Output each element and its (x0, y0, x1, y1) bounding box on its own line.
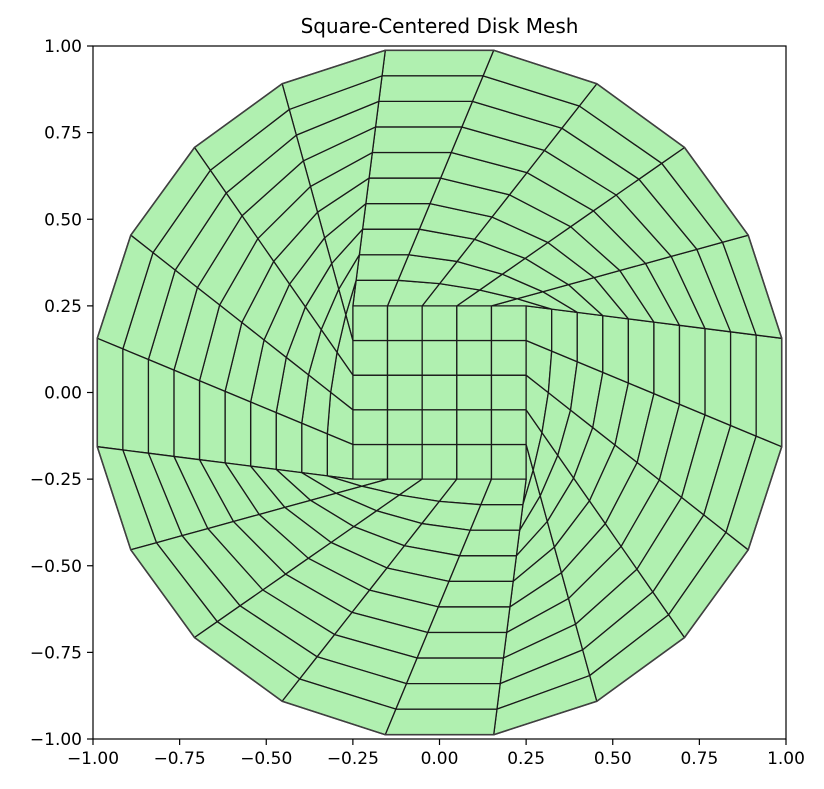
mesh-cell (381, 49, 495, 77)
mesh-cell (352, 443, 389, 480)
mesh-cell (147, 358, 175, 458)
mesh-cell (386, 443, 423, 480)
mesh-cell (173, 369, 201, 461)
mesh-cell (405, 657, 505, 685)
mesh-cell (421, 409, 458, 446)
mesh-cell (602, 314, 630, 384)
y-tick-label: 0.00 (44, 384, 82, 404)
mesh-cell (275, 411, 303, 474)
mesh-cell (352, 374, 389, 411)
mesh-cell (627, 318, 655, 395)
mesh-cell (352, 339, 389, 376)
mesh-cell (448, 555, 518, 583)
mesh-cell (361, 202, 431, 230)
mesh-cell (374, 100, 474, 128)
mesh-cell (490, 339, 527, 376)
mesh-cell (122, 348, 150, 454)
mesh-cell (386, 305, 423, 342)
y-tick-label: −0.25 (30, 470, 82, 490)
mesh-cell (678, 324, 706, 416)
x-tick-label: −0.75 (154, 749, 206, 769)
mesh-cell (729, 331, 757, 437)
x-tick-label: 0.75 (680, 749, 718, 769)
mesh-cell (576, 311, 604, 374)
y-tick-label: −0.75 (30, 643, 82, 663)
mesh-cell (416, 631, 508, 659)
mesh-cell (96, 337, 124, 451)
y-tick-label: −1.00 (30, 730, 82, 750)
x-tick-label: 0.00 (421, 749, 459, 769)
mesh-cell (653, 321, 681, 405)
mesh-cell (352, 305, 389, 342)
mesh-cells (96, 49, 783, 736)
mesh-cell (371, 126, 463, 154)
mesh-cell (456, 409, 493, 446)
x-tick-label: 0.50 (594, 749, 632, 769)
mesh-cell (395, 682, 501, 710)
y-tick-label: 0.25 (44, 297, 82, 317)
mesh-cell (378, 75, 484, 103)
mesh-cell (456, 443, 493, 480)
mesh-cell (386, 409, 423, 446)
disk-outline (96, 49, 783, 736)
x-tick-label: −1.00 (67, 749, 119, 769)
mesh-cell (490, 374, 527, 411)
x-tick-label: −0.25 (327, 749, 379, 769)
mesh-cell (456, 305, 493, 342)
mesh-cell (358, 228, 421, 256)
x-axis-ticks: −1.00 −0.75 −0.50 −0.25 0.00 0.25 0.50 0.75 1.00 (67, 739, 805, 769)
mesh-cell (490, 305, 527, 342)
mesh-cell (352, 409, 389, 446)
mesh-cell (421, 374, 458, 411)
mesh-cell (421, 305, 458, 342)
mesh-cell (386, 374, 423, 411)
mesh-cell (490, 409, 527, 446)
y-tick-label: 1.00 (44, 37, 82, 57)
mesh-cell (365, 177, 442, 205)
mesh-cell (421, 339, 458, 376)
mesh-cell (456, 339, 493, 376)
chart-title: Square-Centered Disk Mesh (301, 14, 579, 38)
y-tick-label: 0.75 (44, 124, 82, 144)
mesh-cell (427, 606, 511, 634)
mesh-cell (368, 151, 452, 179)
mesh-cell (456, 374, 493, 411)
mesh-cell (437, 580, 514, 608)
mesh-cell (421, 443, 458, 480)
mesh-cell (458, 529, 521, 557)
mesh-cell (198, 380, 226, 464)
mesh-cell (386, 339, 423, 376)
y-tick-label: −0.50 (30, 557, 82, 577)
mesh-cell (755, 334, 783, 448)
mesh-cell (704, 327, 732, 427)
mesh-cell (249, 401, 277, 471)
mesh-cell (490, 443, 527, 480)
x-tick-label: 1.00 (767, 749, 805, 769)
mesh-cell (224, 390, 252, 467)
y-tick-label: 0.50 (44, 210, 82, 230)
y-axis-ticks: −1.00 −0.75 −0.50 −0.25 0.00 0.25 0.50 0.75 1.00 (30, 37, 93, 750)
mesh-cell (384, 708, 498, 736)
x-tick-label: −0.50 (240, 749, 292, 769)
x-tick-label: 0.25 (507, 749, 545, 769)
